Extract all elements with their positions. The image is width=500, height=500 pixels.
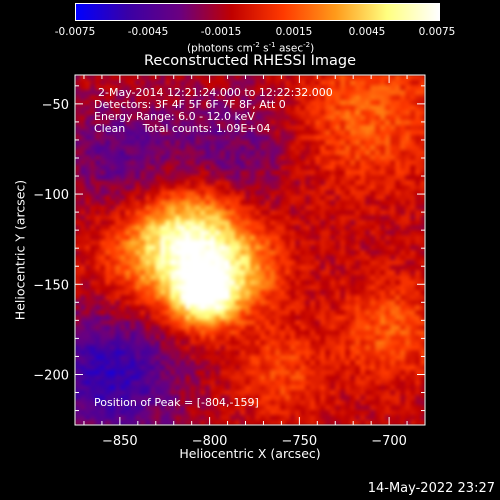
- colorbar-tick: 0.0075: [418, 26, 456, 38]
- x-tick-label: −700: [371, 434, 407, 449]
- heatmap-canvas: [75, 75, 425, 425]
- y-tick-label: −100: [33, 188, 69, 203]
- colorbar-tick: -0.0045: [127, 26, 169, 38]
- colorbar-tick: -0.0015: [200, 26, 242, 38]
- chart-title: Reconstructed RHESSI Image: [143, 53, 356, 69]
- colorbar-tick: -0.0075: [54, 26, 96, 38]
- colorbar-tick: 0.0045: [348, 26, 386, 38]
- x-axis-label: Heliocentric X (arcsec): [179, 446, 321, 461]
- heatmap-image: [75, 75, 425, 425]
- y-tick-label: −50: [42, 98, 69, 113]
- observation-time: 2-May-2014 12:21:24.000 to 12:22:32.000: [98, 86, 333, 99]
- colorbar-tick: 0.0015: [275, 26, 313, 38]
- x-tick-label: −750: [281, 434, 317, 449]
- colorbar: [75, 3, 440, 21]
- clean-counts-label: Clean Total counts: 1.09E+04: [94, 122, 271, 135]
- peak-position-label: Position of Peak = [-804,-159]: [94, 396, 259, 409]
- energy-range-label: Energy Range: 6.0 - 12.0 keV: [94, 110, 255, 123]
- y-tick-label: −200: [33, 368, 69, 383]
- plot-border: [74, 74, 426, 426]
- x-tick-label: −800: [192, 434, 228, 449]
- y-tick-label: −150: [33, 278, 69, 293]
- y-axis-label: Heliocentric Y (arcsec): [12, 179, 28, 321]
- colorbar-units: (photons cm-2 s-1 asec-2): [187, 41, 315, 55]
- render-timestamp: 14-May-2022 23:27: [367, 481, 495, 496]
- x-tick-label: −850: [102, 434, 138, 449]
- detectors-label: Detectors: 3F 4F 5F 6F 7F 8F, Att 0: [94, 98, 286, 111]
